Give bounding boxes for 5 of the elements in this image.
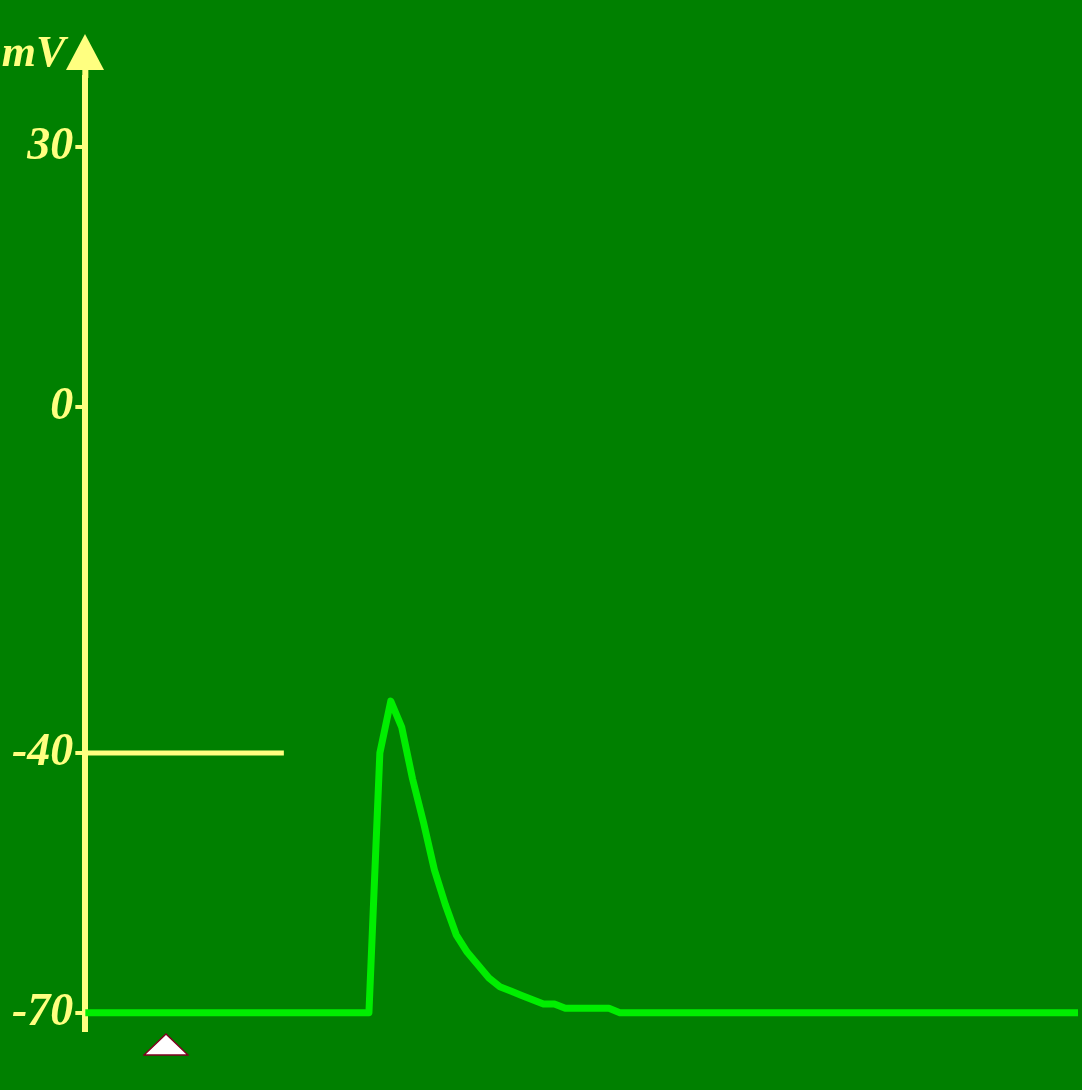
y-tick-label: 0 [50, 377, 74, 429]
y-tick-label: -40 [11, 723, 74, 775]
y-axis-title: mV [1, 27, 69, 76]
y-tick-label: -70 [11, 983, 74, 1035]
y-tick-label: 30 [26, 118, 74, 170]
